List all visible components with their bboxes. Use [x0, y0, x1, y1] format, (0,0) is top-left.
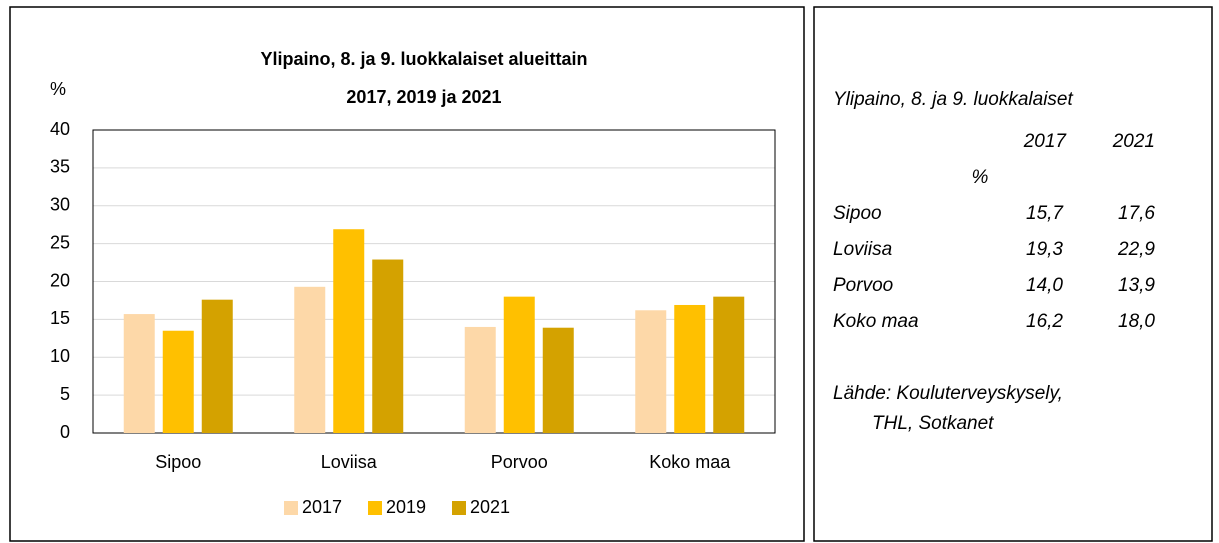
table-cell: 16,2 [1026, 311, 1063, 332]
y-axis-label: % [50, 79, 66, 99]
legend-swatch [284, 501, 298, 515]
bar [542, 327, 574, 433]
plot-frame [92, 129, 776, 434]
bar [503, 296, 535, 433]
chart-title: Ylipaino, 8. ja 9. luokkalaiset alueitta… [260, 49, 587, 69]
y-tick-label: 15 [50, 308, 70, 328]
table-row-label: Loviisa [833, 239, 892, 260]
x-tick-label: Sipoo [155, 452, 201, 472]
table-unit: % [972, 167, 989, 188]
x-tick-label: Porvoo [491, 452, 548, 472]
table-header: 2017 [1023, 131, 1068, 152]
table-cell: 13,9 [1118, 275, 1155, 296]
legend-swatch [368, 501, 382, 515]
table-cell: 17,6 [1118, 203, 1155, 224]
x-tick-label: Loviisa [321, 452, 378, 472]
table-row-label: Porvoo [833, 275, 893, 296]
y-tick-label: 20 [50, 270, 70, 290]
bar [162, 330, 194, 433]
y-tick-label: 0 [60, 422, 70, 442]
table-cell: 22,9 [1117, 239, 1155, 260]
legend-swatch [452, 501, 466, 515]
y-tick-label: 30 [50, 195, 70, 215]
table-cell: 15,7 [1026, 203, 1064, 224]
table-header: 2021 [1112, 131, 1155, 152]
bar [674, 304, 706, 433]
y-tick-label: 5 [60, 384, 70, 404]
table-title: Ylipaino, 8. ja 9. luokkalaiset [833, 89, 1073, 110]
bar [333, 229, 365, 433]
bar [294, 286, 326, 433]
bar [201, 299, 233, 433]
bar [713, 296, 745, 433]
table-cell: 18,0 [1118, 311, 1155, 332]
legend-label: 2017 [302, 497, 342, 517]
bar [372, 259, 404, 433]
bar [123, 314, 155, 433]
y-tick-label: 10 [50, 346, 70, 366]
table-source: Lähde: Kouluterveyskysely, [833, 383, 1063, 404]
y-tick-label: 25 [50, 232, 70, 252]
y-tick-label: 40 [50, 119, 70, 139]
chart-frame [9, 6, 805, 542]
table-source: THL, Sotkanet [872, 413, 994, 434]
chart-title: 2017, 2019 ja 2021 [346, 87, 501, 107]
bar [635, 310, 667, 433]
table-row-label: Sipoo [833, 203, 882, 224]
bar [464, 326, 496, 433]
x-tick-label: Koko maa [649, 452, 731, 472]
table-row-label: Koko maa [833, 311, 919, 332]
legend-label: 2019 [386, 497, 426, 517]
table-cell: 14,0 [1026, 275, 1063, 296]
y-tick-label: 35 [50, 157, 70, 177]
legend-label: 2021 [470, 497, 510, 517]
side-frame [813, 6, 1213, 542]
table-cell: 19,3 [1026, 239, 1063, 260]
